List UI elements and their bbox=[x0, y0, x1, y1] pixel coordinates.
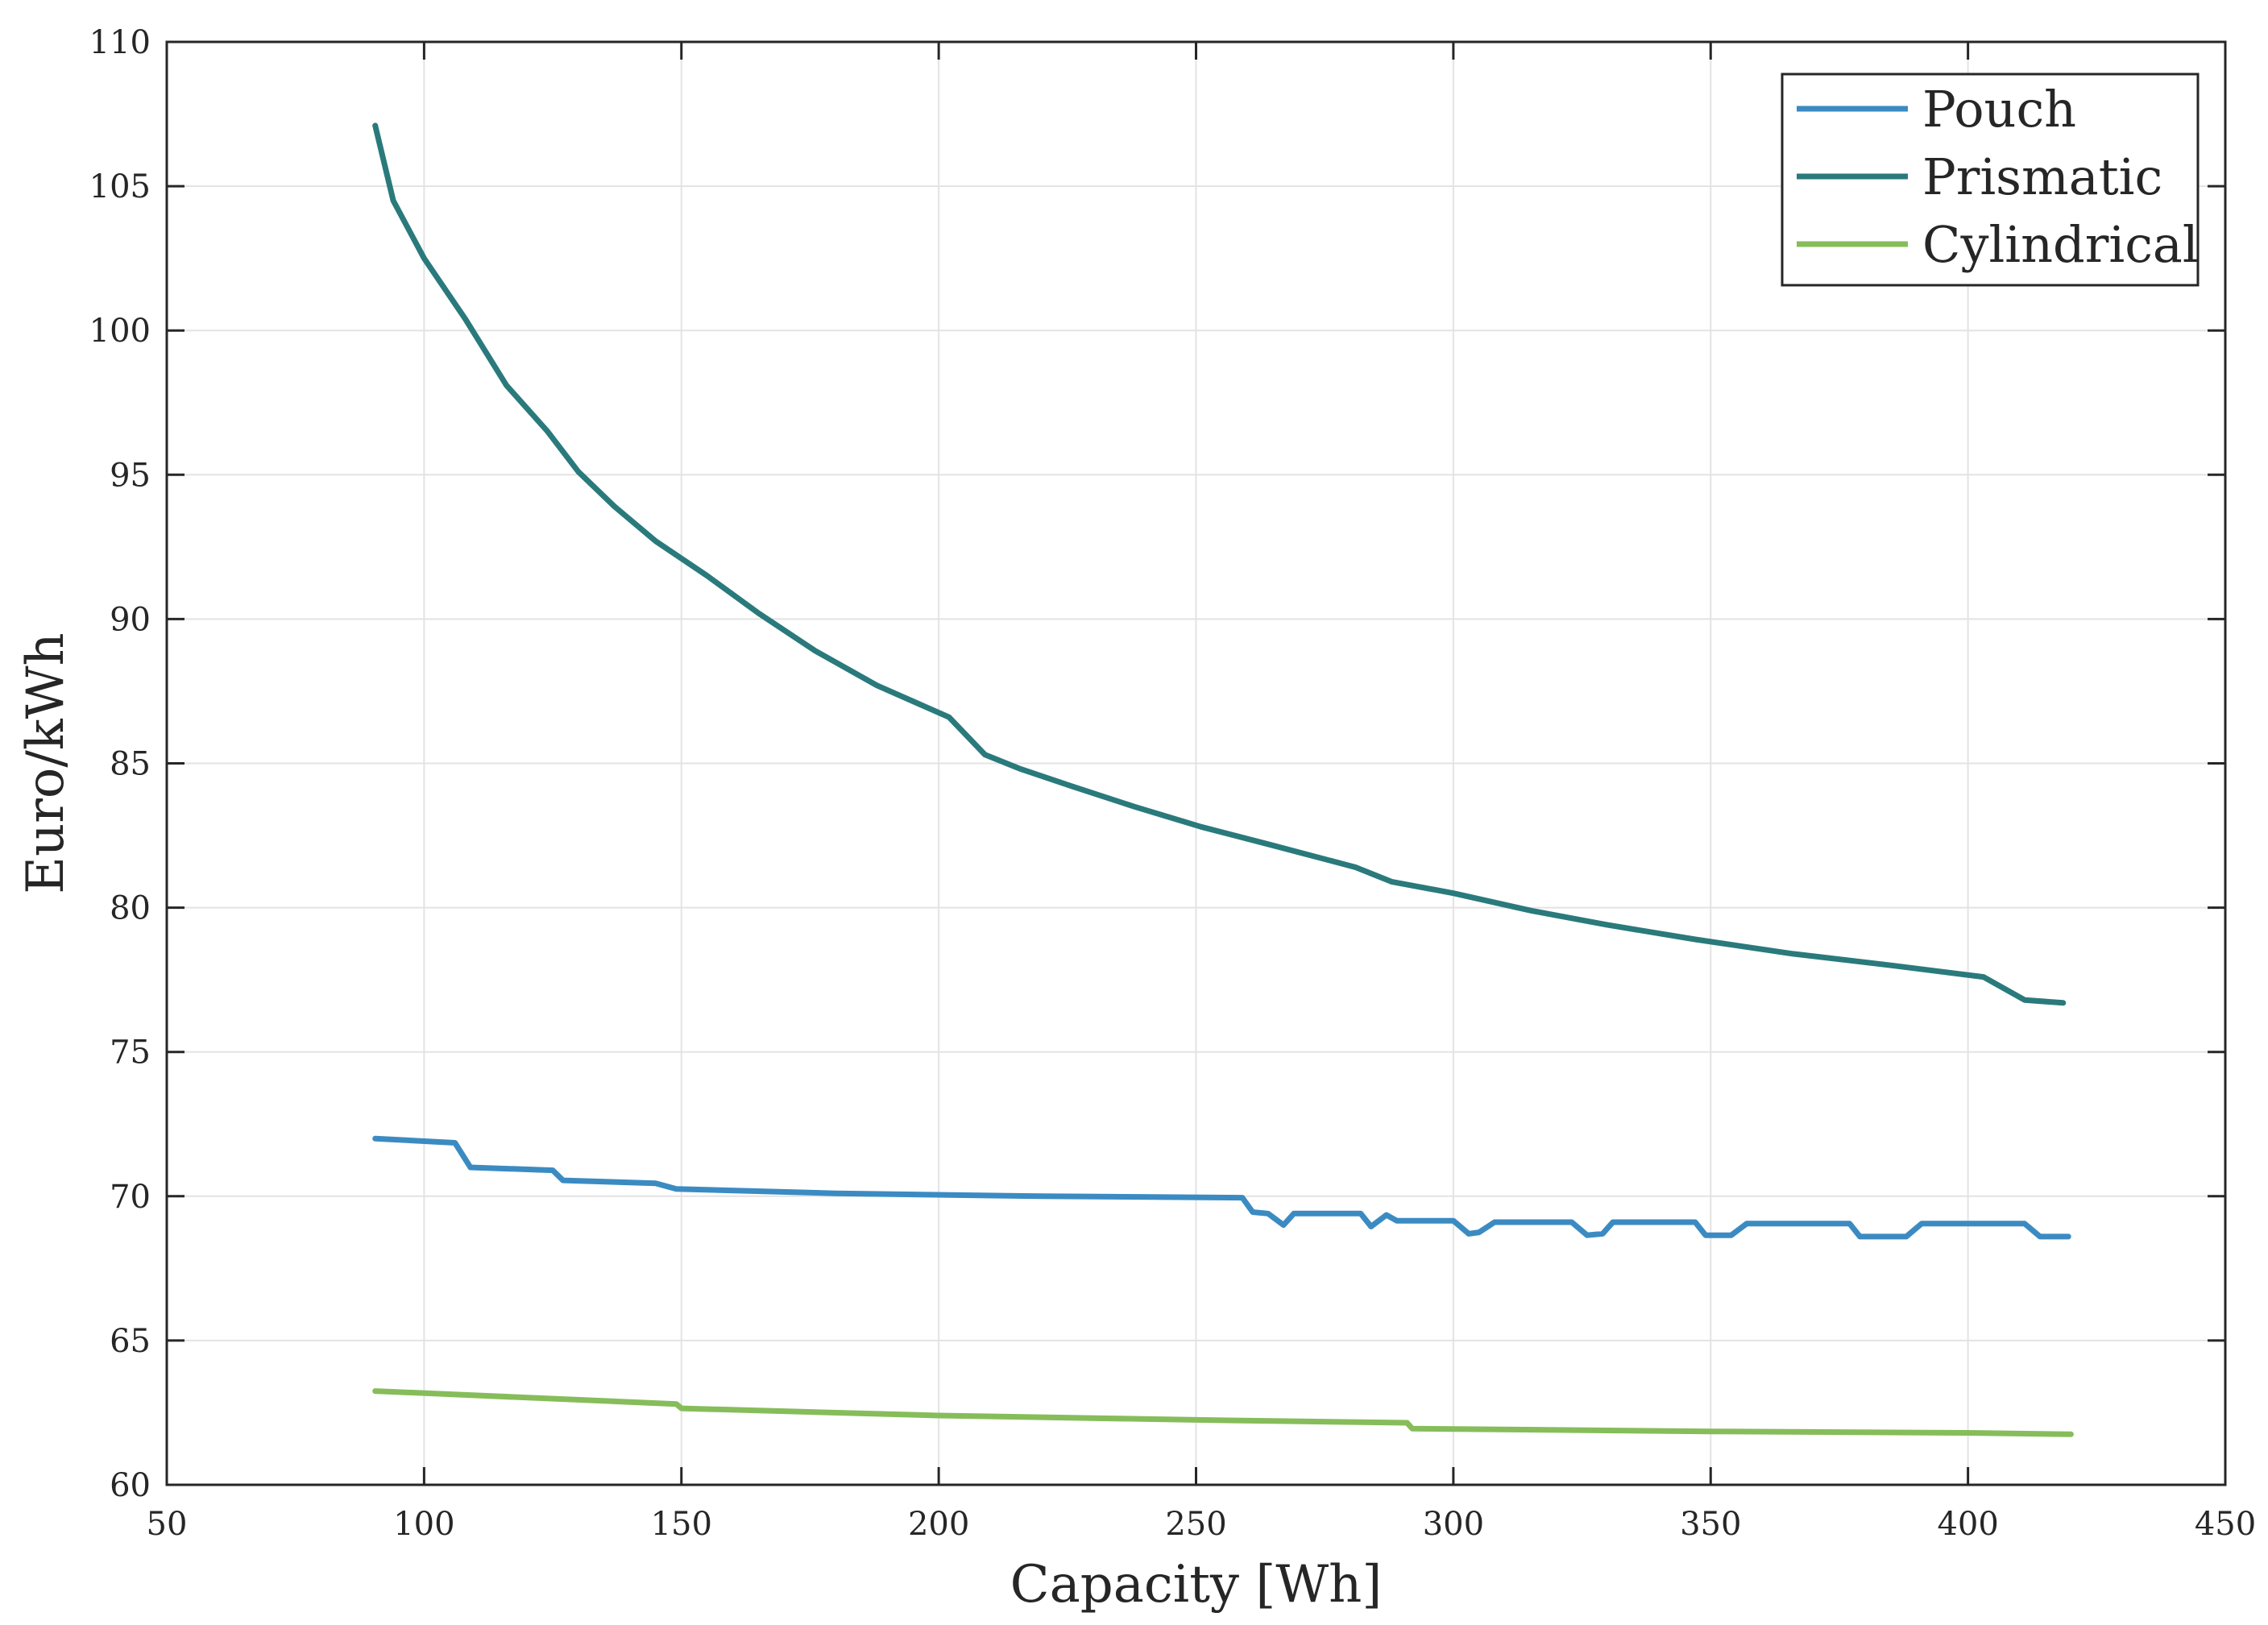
y-tick-label: 75 bbox=[110, 1034, 151, 1072]
x-tick-label: 350 bbox=[1680, 1506, 1741, 1543]
legend-label-prismatic: Prismatic bbox=[1922, 147, 2162, 206]
y-tick-label: 80 bbox=[110, 890, 151, 927]
y-tick-label: 110 bbox=[89, 24, 151, 61]
x-tick-label: 150 bbox=[651, 1506, 712, 1543]
x-tick-label: 300 bbox=[1423, 1506, 1484, 1543]
y-tick-label: 90 bbox=[110, 601, 151, 638]
x-tick-label: 100 bbox=[393, 1506, 454, 1543]
x-tick-label: 450 bbox=[2195, 1506, 2256, 1543]
series-lines bbox=[372, 122, 2074, 1437]
x-tick-label: 250 bbox=[1165, 1506, 1226, 1543]
y-tick-label: 65 bbox=[110, 1323, 151, 1360]
y-tick-label: 60 bbox=[110, 1467, 151, 1504]
y-tick-label: 95 bbox=[110, 457, 151, 494]
x-tick-label: 200 bbox=[908, 1506, 969, 1543]
x-axis-label: Capacity [Wh] bbox=[1010, 1555, 1383, 1615]
grid bbox=[166, 41, 2226, 1486]
axis-ticks: 50 100 150 200 250 300 350 400 450 60 65 70 75 80 85 90… bbox=[89, 24, 2257, 1543]
legend-label-pouch: Pouch bbox=[1922, 80, 2076, 139]
y-tick-label: 70 bbox=[110, 1179, 151, 1216]
series-line-prismatic bbox=[372, 122, 2067, 1006]
y-tick-label: 85 bbox=[110, 746, 151, 783]
legend: Pouch Prismatic Cylindrical bbox=[1781, 73, 2200, 287]
x-tick-label: 50 bbox=[147, 1506, 188, 1543]
legend-label-cylindrical: Cylindrical bbox=[1922, 215, 2199, 274]
series-line-cylindrical bbox=[372, 1388, 2074, 1437]
x-tick-label: 400 bbox=[1937, 1506, 1998, 1543]
y-axis-label: Euro/kWh bbox=[16, 632, 76, 893]
y-tick-label: 100 bbox=[89, 313, 151, 350]
series-line-pouch bbox=[372, 1135, 2071, 1240]
y-tick-label: 105 bbox=[89, 168, 151, 205]
